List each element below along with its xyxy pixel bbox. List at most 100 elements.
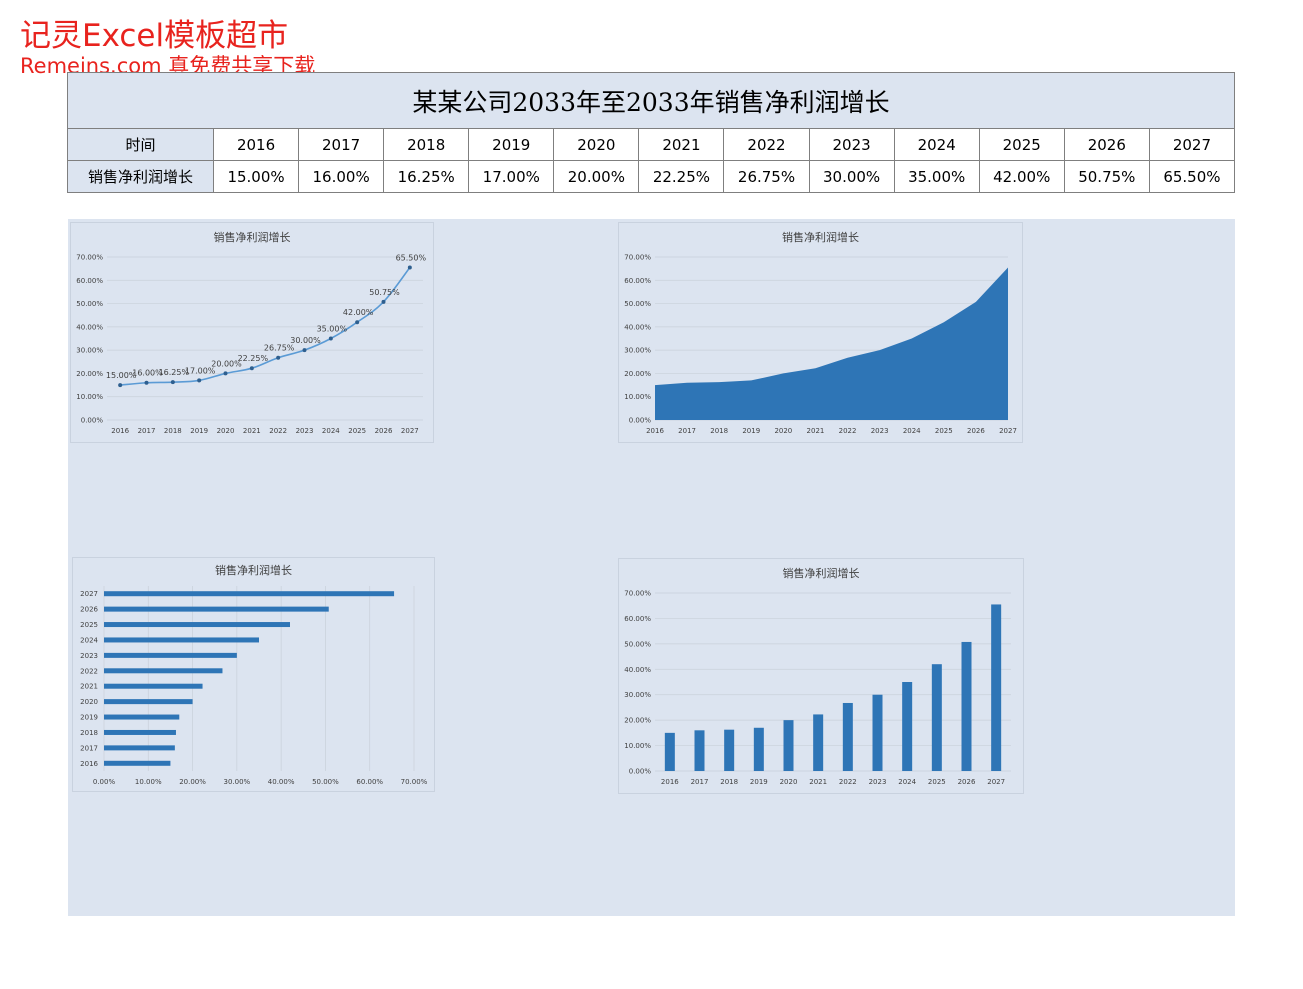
year-row: 时间 2016 2017 2018 2019 2020 2021 2022 20… — [67, 128, 1236, 161]
x-tick-label: 2021 — [807, 427, 825, 435]
data-point — [144, 380, 149, 385]
value-cell[interactable]: 30.00% — [808, 160, 895, 193]
y-tick-label: 2017 — [80, 744, 98, 752]
bar — [104, 760, 171, 766]
year-cell[interactable]: 2022 — [723, 128, 810, 161]
value-cell[interactable]: 26.75% — [723, 160, 810, 193]
y-tick-label: 2023 — [80, 652, 98, 660]
value-cell[interactable]: 15.00% — [212, 160, 300, 193]
y-tick-label: 2018 — [80, 729, 98, 737]
x-tick-label: 60.00% — [356, 778, 383, 786]
x-tick-label: 40.00% — [268, 778, 295, 786]
x-tick-label: 2023 — [871, 427, 889, 435]
x-tick-label: 2025 — [935, 427, 953, 435]
x-tick-label: 2016 — [646, 427, 664, 435]
y-tick-label: 2021 — [80, 683, 98, 691]
y-tick-label: 50.00% — [624, 640, 651, 648]
x-tick-label: 2020 — [217, 427, 235, 435]
bar — [813, 714, 824, 771]
y-tick-label: 40.00% — [624, 666, 651, 674]
watermark-title: 记灵Excel模板超市 — [20, 18, 289, 54]
year-cell[interactable]: 2017 — [298, 128, 385, 161]
value-row: 销售净利润增长 15.00% 16.00% 16.25% 17.00% 20.0… — [67, 160, 1236, 193]
data-label: 35.00% — [317, 325, 348, 334]
data-label: 16.00% — [132, 369, 163, 378]
y-tick-label: 2026 — [80, 606, 98, 614]
chart-title: 销售净利润增长 — [783, 566, 860, 580]
x-tick-label: 2021 — [243, 427, 261, 435]
bar — [104, 606, 329, 612]
y-tick-label: 2024 — [80, 636, 98, 644]
x-tick-label: 30.00% — [224, 778, 251, 786]
data-point — [197, 378, 202, 383]
bar — [104, 652, 237, 658]
year-cell[interactable]: 2020 — [553, 128, 640, 161]
data-point — [381, 299, 386, 304]
y-tick-label: 50.00% — [624, 300, 651, 308]
bar — [902, 682, 913, 771]
header-label: 时间 — [67, 128, 214, 161]
x-tick-label: 2018 — [164, 427, 182, 435]
x-tick-label: 2024 — [903, 427, 921, 435]
value-cell[interactable]: 20.00% — [553, 160, 640, 193]
value-cell[interactable]: 17.00% — [468, 160, 555, 193]
year-cell[interactable]: 2025 — [978, 128, 1065, 161]
year-cell[interactable]: 2016 — [212, 128, 300, 161]
series-line — [120, 266, 411, 386]
column-chart[interactable]: 销售净利润增长 0.00% 10.00% 20.00% 30.00% 40.00% 50.0… — [618, 558, 1024, 794]
y-tick-label: 20.00% — [624, 370, 651, 378]
data-point — [118, 383, 123, 388]
chart-svg: 销售净利润增长 0.00% 10.00% 20.00% 30.00% 40.00% 50.0… — [624, 230, 1017, 435]
bar — [753, 727, 764, 771]
x-tick-label: 2019 — [190, 427, 208, 435]
bar — [104, 729, 176, 735]
year-cell[interactable]: 2026 — [1063, 128, 1150, 161]
y-tick-label: 2020 — [80, 698, 98, 706]
value-cell[interactable]: 22.25% — [638, 160, 725, 193]
y-tick-label: 40.00% — [624, 323, 651, 331]
y-tick-label: 70.00% — [624, 590, 651, 598]
y-tick-label: 60.00% — [624, 277, 651, 285]
table-title: 某某公司2033年至2033年销售净利润增长 — [67, 72, 1235, 129]
data-point — [170, 380, 175, 385]
bar — [664, 732, 675, 771]
year-cell[interactable]: 2027 — [1148, 128, 1236, 161]
chart-svg: 销售净利润增长 0.00% 10.00% 20.00% 30.00% 40.00% 50.0… — [624, 566, 1011, 786]
year-cell[interactable]: 2024 — [893, 128, 980, 161]
x-tick-label: 2017 — [138, 427, 156, 435]
year-cell[interactable]: 2019 — [468, 128, 555, 161]
bar — [104, 637, 259, 643]
line-chart[interactable]: 销售净利润增长 0.00% 10.00% 20.00% 30.00% 40.00% 50.0… — [70, 222, 434, 443]
y-tick-label: 10.00% — [76, 393, 103, 401]
x-tick-label: 2025 — [348, 427, 366, 435]
y-tick-label: 30.00% — [624, 691, 651, 699]
horizontal-bar-chart[interactable]: 销售净利润增长 0.00% 10.00% 20.00% 30.00% 40.00% 50.0… — [72, 557, 435, 792]
bar — [104, 668, 223, 674]
y-tick-label: 30.00% — [624, 347, 651, 355]
year-cell[interactable]: 2023 — [808, 128, 895, 161]
y-tick-label: 20.00% — [76, 370, 103, 378]
data-label: 22.25% — [238, 354, 269, 363]
bar — [104, 714, 180, 720]
value-cell[interactable]: 16.00% — [298, 160, 385, 193]
data-label: 42.00% — [343, 308, 374, 317]
data-label: 20.00% — [211, 359, 242, 368]
value-cell[interactable]: 16.25% — [383, 160, 470, 193]
value-cell[interactable]: 35.00% — [893, 160, 980, 193]
value-cell[interactable]: 50.75% — [1063, 160, 1150, 193]
data-point — [302, 348, 307, 353]
data-point — [355, 320, 360, 325]
value-cell[interactable]: 65.50% — [1148, 160, 1236, 193]
x-tick-label: 2017 — [678, 427, 696, 435]
y-tick-label: 0.00% — [629, 768, 652, 776]
y-tick-label: 2019 — [80, 714, 98, 722]
value-cell[interactable]: 42.00% — [978, 160, 1065, 193]
y-tick-label: 2022 — [80, 667, 98, 675]
year-cell[interactable]: 2018 — [383, 128, 470, 161]
year-cell[interactable]: 2021 — [638, 128, 725, 161]
y-tick-label: 10.00% — [624, 393, 651, 401]
y-tick-label: 40.00% — [76, 323, 103, 331]
area-chart[interactable]: 销售净利润增长 0.00% 10.00% 20.00% 30.00% 40.00% 50.0… — [618, 222, 1023, 443]
bar — [104, 591, 395, 597]
x-tick-label: 2025 — [928, 778, 946, 786]
